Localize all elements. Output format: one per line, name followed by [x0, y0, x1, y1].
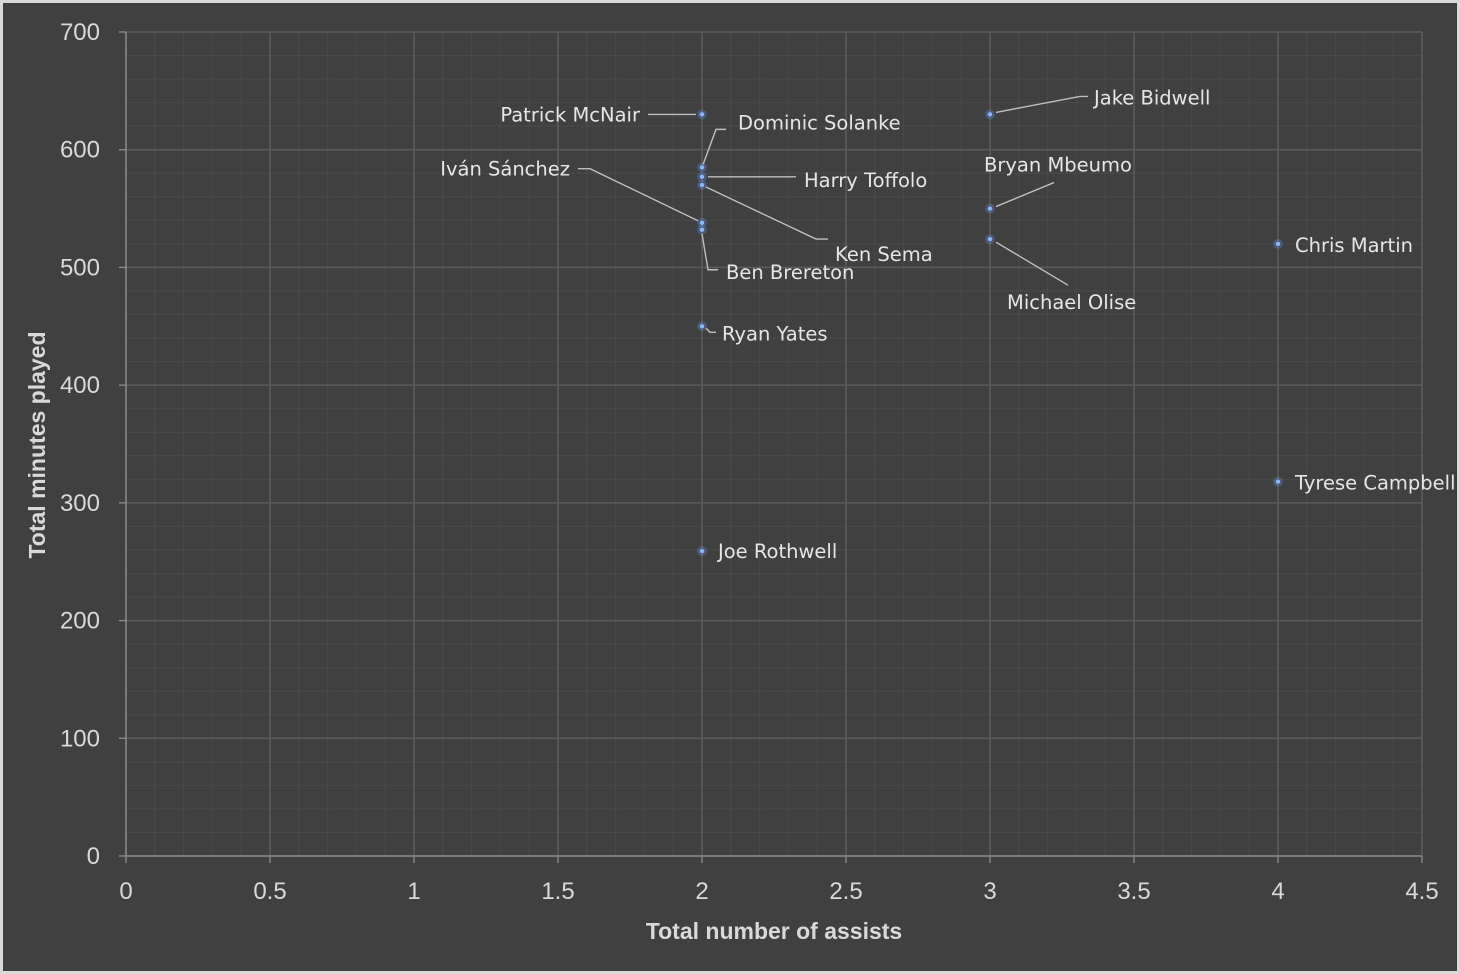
data-point-10 — [987, 236, 993, 243]
x-tick-label: 4.5 — [1405, 878, 1438, 905]
leader-line-10 — [995, 241, 1069, 286]
y-tick-label: 100 — [60, 725, 100, 752]
data-point-9 — [987, 205, 993, 212]
data-label-10: Michael Olise — [1007, 291, 1136, 314]
data-label-12: Tyrese Campbell — [1294, 472, 1456, 495]
y-tick-label: 500 — [60, 254, 100, 281]
y-tick-label: 200 — [60, 608, 100, 635]
data-point-1 — [699, 164, 705, 171]
data-label-5: Ben Brereton — [726, 261, 854, 284]
data-points — [697, 109, 1283, 556]
data-point-labels: Patrick McNair Dominic Solanke Harry Toffo… — [440, 86, 1455, 563]
y-tick-labels: 0 100 200 300 400 500 600 700 — [60, 19, 100, 870]
data-point-7 — [699, 548, 705, 555]
minor-gridlines — [126, 32, 1422, 856]
y-tick-label: 700 — [60, 19, 100, 46]
data-label-0: Patrick McNair — [500, 103, 641, 126]
major-gridlines — [126, 31, 1423, 856]
data-label-7: Joe Rothwell — [716, 540, 837, 563]
leader-line-6 — [705, 327, 716, 333]
x-tick-label: 1.5 — [541, 878, 574, 905]
leader-line-3 — [578, 167, 699, 222]
data-label-8: Jake Bidwell — [1092, 86, 1210, 109]
y-axis-title: Total minutes played — [24, 331, 50, 558]
data-label-1: Dominic Solanke — [738, 111, 901, 134]
data-point-6 — [699, 323, 705, 330]
data-label-4: Ken Sema — [835, 243, 933, 266]
leader-line-5 — [701, 233, 718, 271]
data-label-2: Harry Toffolo — [804, 169, 927, 192]
data-point-8 — [987, 111, 993, 118]
y-tick-label: 600 — [60, 137, 100, 164]
x-axis-title: Total number of assists — [646, 918, 902, 944]
leader-line-1 — [701, 128, 726, 168]
data-point-5 — [699, 226, 705, 233]
x-tick-label: 2 — [695, 878, 708, 905]
data-label-11: Chris Martin — [1295, 234, 1413, 257]
x-tick-label: 3.5 — [1117, 878, 1150, 905]
data-point-2 — [699, 173, 705, 180]
y-tick-label: 300 — [60, 490, 100, 517]
scatter-chart: 0 0.5 1 1.5 2 2.5 3 3.5 4 4.5 0 100 200 300 400 500 600… — [24, 19, 1456, 944]
x-tick-label: 0 — [119, 878, 132, 905]
x-tick-label: 3 — [983, 878, 996, 905]
data-point-4 — [699, 182, 705, 188]
leader-line-4 — [705, 186, 828, 240]
data-label-6: Ryan Yates — [722, 322, 828, 345]
data-point-3 — [699, 219, 705, 226]
leader-line-8 — [995, 95, 1088, 114]
x-tick-label: 2.5 — [829, 878, 862, 905]
y-tick-label: 0 — [87, 843, 100, 870]
leader-line-9 — [995, 181, 1055, 208]
x-tick-label: 1 — [407, 878, 420, 905]
data-point-12 — [1275, 478, 1281, 485]
x-tick-label: 4 — [1271, 878, 1284, 905]
data-label-3: Iván Sánchez — [440, 158, 570, 181]
axes — [119, 31, 1423, 863]
y-tick-label: 400 — [60, 372, 100, 399]
data-point-11 — [1275, 240, 1281, 247]
label-leader-lines — [578, 95, 1088, 333]
data-point-0 — [699, 111, 705, 118]
x-tick-labels: 0 0.5 1 1.5 2 2.5 3 3.5 4 4.5 — [119, 878, 1438, 905]
data-label-9: Bryan Mbeumo — [984, 154, 1132, 177]
x-tick-label: 0.5 — [253, 878, 286, 905]
